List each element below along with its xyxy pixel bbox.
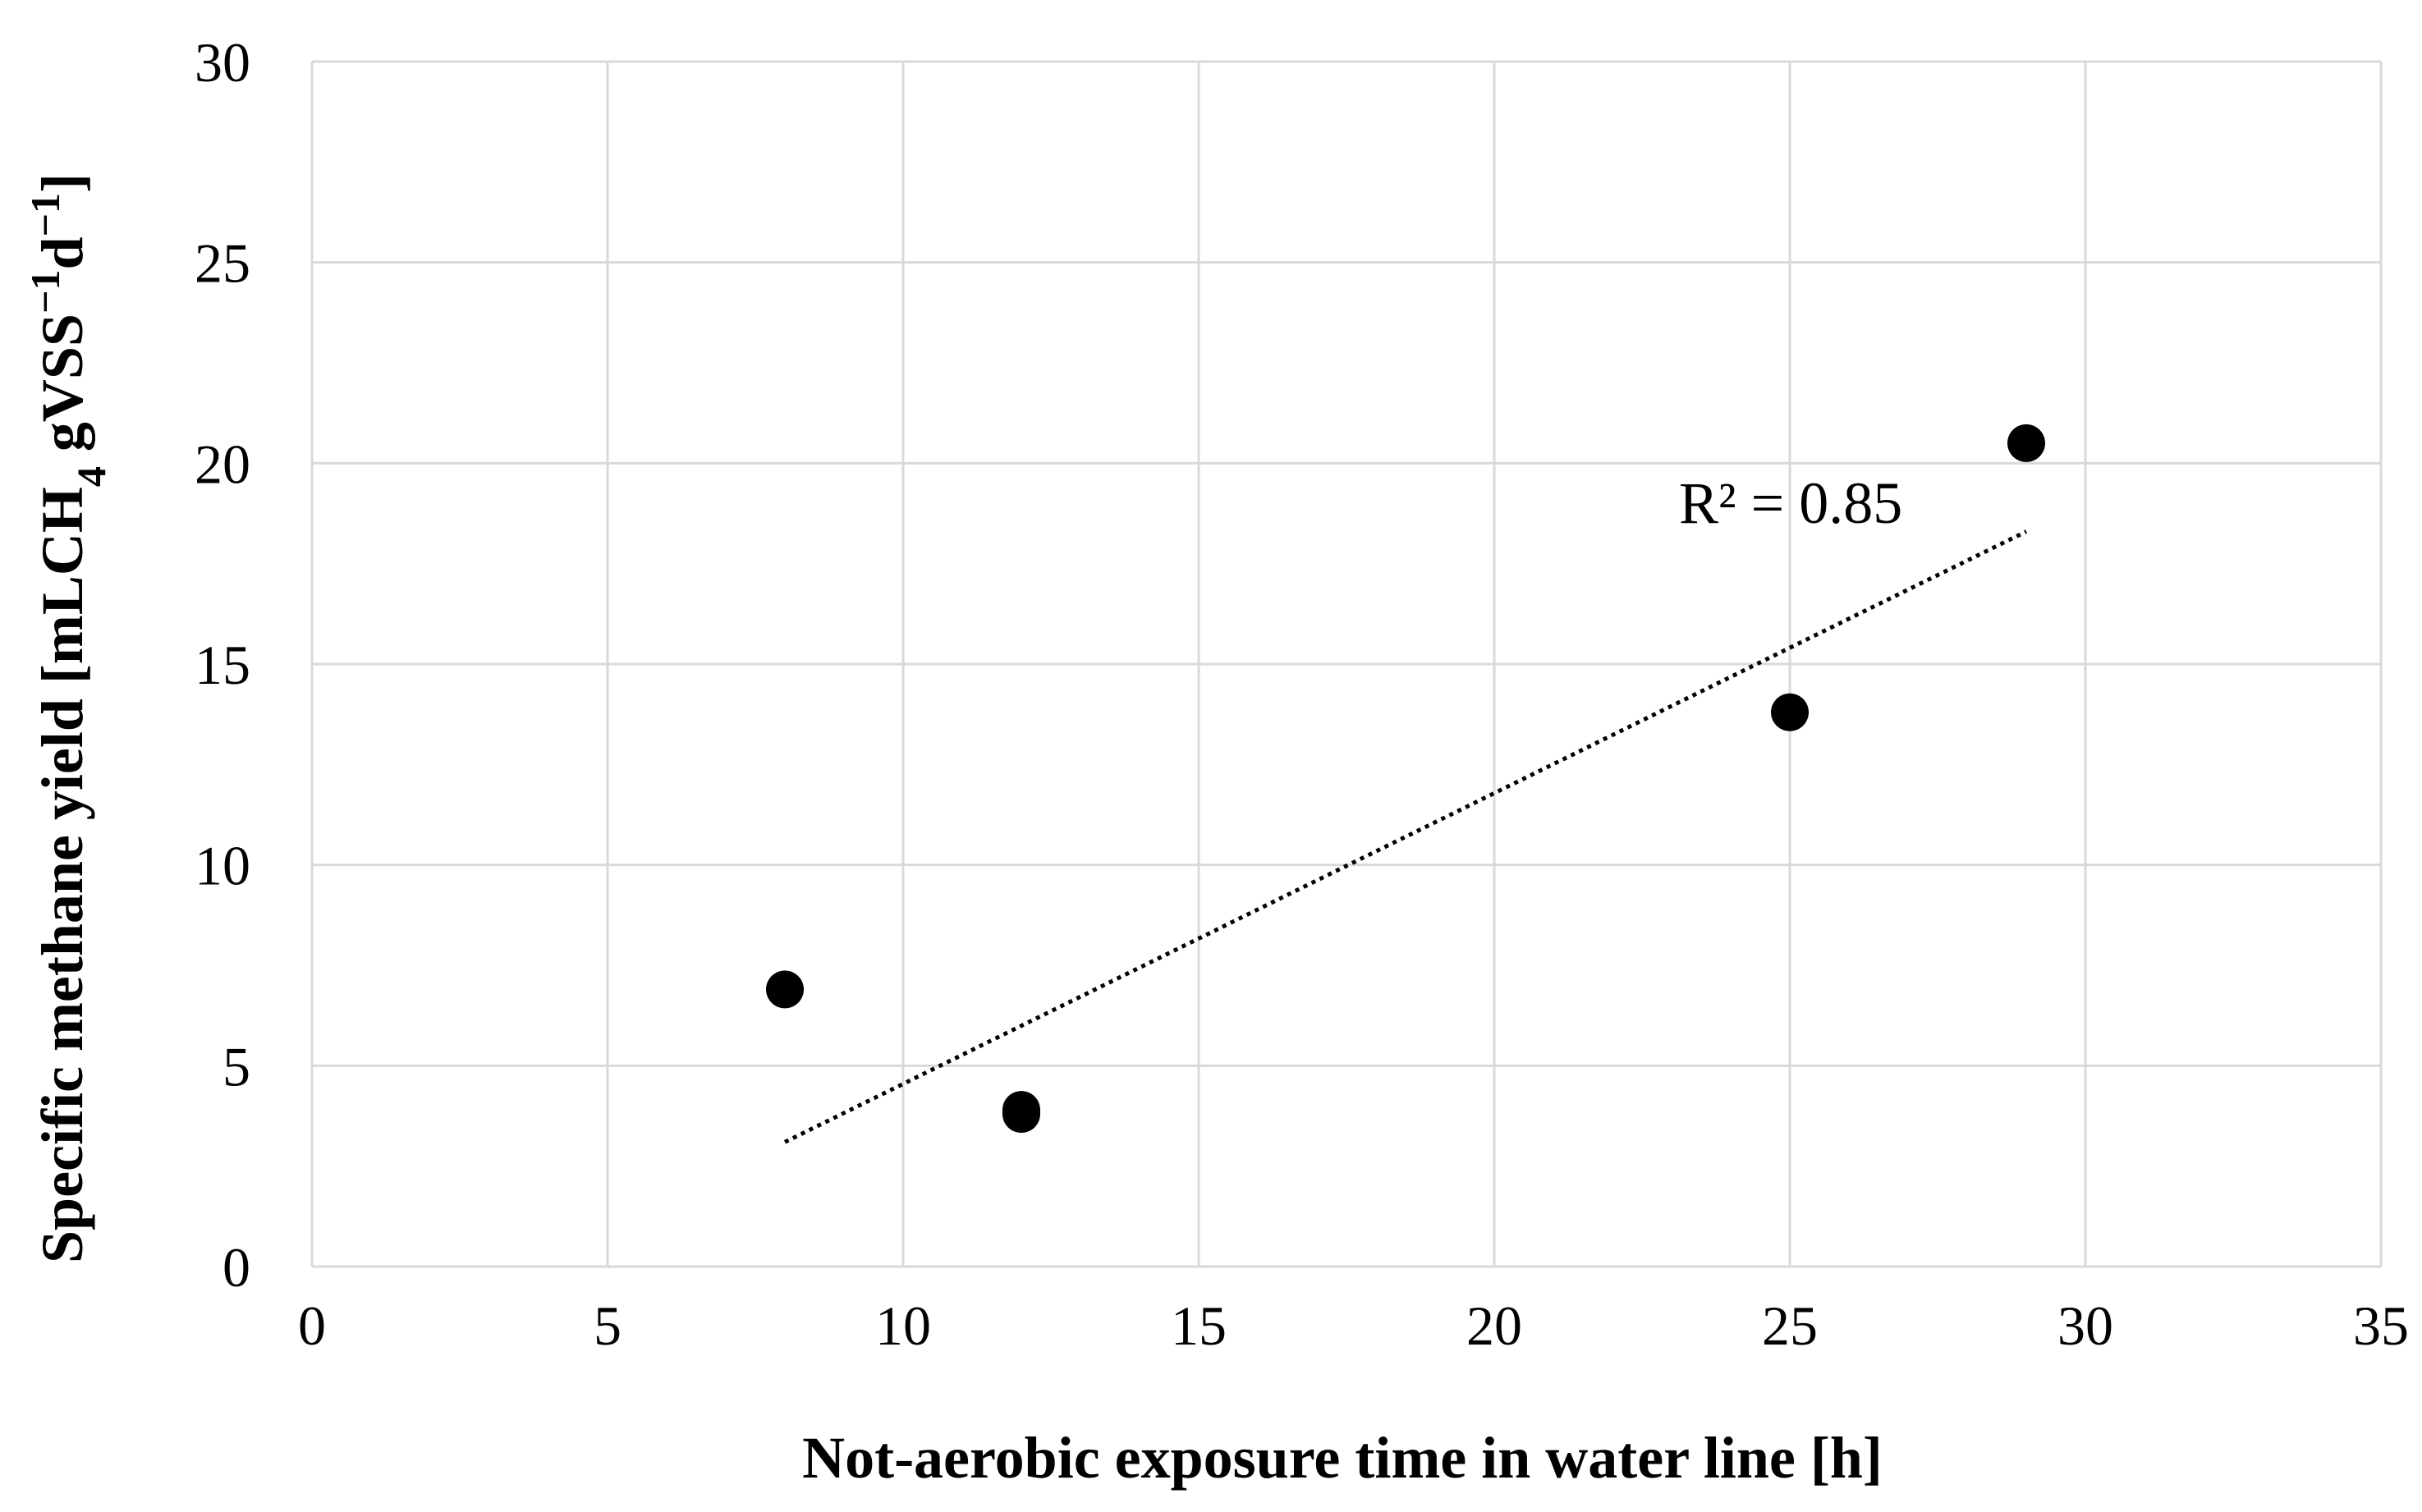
y-axis-title-sup2: −1	[22, 193, 68, 237]
y-axis-title-unit: gVSS	[30, 314, 95, 466]
y-tick-label-10: 10	[195, 835, 250, 897]
y-axis-title-mid: d	[30, 236, 95, 269]
y-axis-title-end: ]	[30, 173, 95, 193]
y-tick-label-25: 25	[195, 232, 250, 295]
y-tick-label-30: 30	[195, 31, 250, 94]
trendline-layer	[783, 529, 2028, 1144]
data-point-0	[766, 970, 804, 1009]
x-tick-label-10: 10	[875, 1294, 931, 1357]
y-tick-label-15: 15	[195, 634, 250, 696]
y-tick-label-20: 20	[195, 433, 250, 495]
x-tick-label-35: 35	[2353, 1294, 2409, 1357]
y-tick-label-5: 5	[222, 1035, 250, 1097]
x-tick-label-5: 5	[594, 1294, 622, 1357]
x-tick-label-15: 15	[1171, 1294, 1227, 1357]
y-axis-title-main: Specific methane yield [mLCH	[30, 487, 95, 1263]
x-tick-label-0: 0	[298, 1294, 326, 1357]
r-squared-label: R² = 0.85	[1679, 470, 1902, 536]
y-tick-label-0: 0	[222, 1236, 250, 1299]
trendline	[783, 529, 2028, 1144]
tick-label-layer: 0 5 10 15 20 25 30 35 0 5 10 15 20 25 30	[195, 31, 2409, 1357]
point-layer	[766, 424, 2045, 1134]
data-point-3	[1771, 693, 1809, 731]
y-axis-title-sub: 4	[68, 466, 114, 487]
grid-layer	[310, 60, 2383, 1268]
y-axis-title: Specific methane yield [mLCH4 gVSS−1d−1]	[22, 173, 114, 1263]
x-tick-label-25: 25	[1762, 1294, 1818, 1357]
x-tick-label-20: 20	[1466, 1294, 1522, 1357]
data-point-4	[2007, 424, 2045, 462]
x-tick-label-30: 30	[2057, 1294, 2113, 1357]
data-point-2	[1002, 1091, 1040, 1129]
y-axis-title-sup1: −1	[22, 270, 68, 314]
x-axis-title: Not-aerobic exposure time in water line …	[802, 1425, 1883, 1491]
